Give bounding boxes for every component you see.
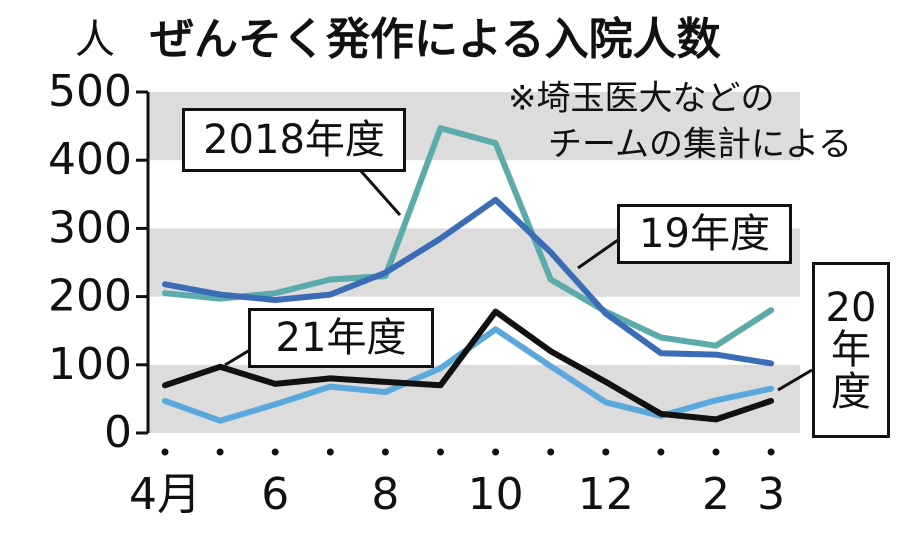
x-tick-dot — [161, 448, 169, 456]
x-tick-label: 12 — [578, 469, 634, 520]
x-tick-dot — [216, 448, 224, 456]
x-tick-dot — [492, 448, 500, 456]
series-line — [162, 308, 775, 423]
chart-title: ぜんそく発作による入院人数 — [150, 14, 721, 65]
x-tick-dot — [381, 448, 389, 456]
callout — [777, 368, 813, 392]
x-tick-dot — [271, 448, 279, 456]
x-tick-dot — [547, 448, 555, 456]
y-axis-label: 人 — [75, 17, 115, 63]
note: ※埼玉医大などの — [508, 79, 775, 119]
x-tick-dot — [326, 448, 334, 456]
y-tick-label: 100 — [48, 339, 132, 390]
series-line — [162, 125, 775, 349]
y-tick-label: 0 — [104, 407, 132, 458]
x-tick-label: 6 — [261, 469, 289, 520]
callouts — [224, 169, 813, 392]
x-tick-label: 8 — [371, 469, 399, 520]
note: チームの集計による — [548, 125, 852, 165]
legend-label: 19年度 — [617, 204, 792, 264]
x-tick-label: 10 — [468, 469, 524, 520]
callout — [577, 238, 619, 270]
x-tick-label: 2 — [702, 469, 730, 520]
x-tick-dot — [602, 448, 610, 456]
legend-label: 2018年度 — [182, 108, 406, 172]
legend-label: 21年度 — [248, 308, 434, 368]
x-tick-label: 4月 — [129, 469, 201, 520]
x-tick-dot — [657, 448, 665, 456]
series-line — [162, 196, 775, 367]
y-tick-label: 500 — [48, 66, 132, 117]
x-tick-label: 3 — [757, 469, 785, 520]
y-tick-label: 300 — [48, 202, 132, 253]
y-tick-label: 200 — [48, 271, 132, 322]
callout — [358, 169, 402, 216]
x-tick-dot — [437, 448, 444, 456]
x-tick-dot — [767, 448, 775, 456]
legend-label: 20年度 — [812, 262, 890, 438]
y-tick-label: 400 — [48, 134, 132, 185]
x-tick-dot — [712, 448, 720, 456]
